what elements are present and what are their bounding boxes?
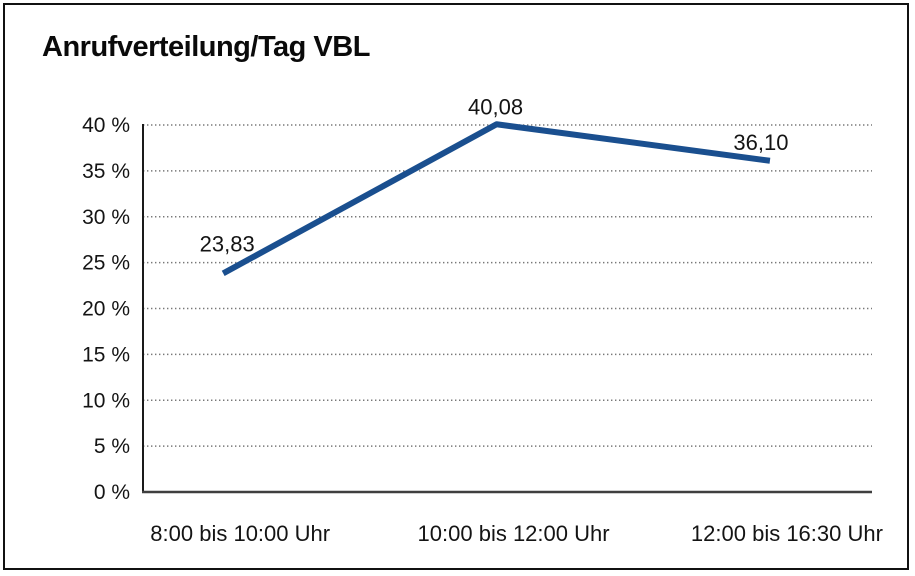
x-axis-category-label: 8:00 bis 10:00 Uhr — [150, 521, 330, 546]
data-point-label: 36,10 — [733, 130, 788, 155]
data-point-label: 40,08 — [468, 94, 523, 119]
y-axis-tick-label: 5 % — [94, 435, 130, 458]
x-axis-category-label: 10:00 bis 12:00 Uhr — [418, 521, 610, 546]
y-axis-tick-label: 15 % — [82, 343, 130, 366]
data-point-label: 23,83 — [200, 231, 255, 256]
y-axis-tick-label: 30 % — [82, 206, 130, 229]
y-axis-tick-label: 0 % — [94, 481, 130, 504]
y-axis-tick-label: 20 % — [82, 298, 130, 321]
chart-frame: Anrufverteilung/Tag VBL — [3, 3, 909, 570]
y-axis-tick-label: 35 % — [82, 160, 130, 183]
y-axis-tick-label: 10 % — [82, 389, 130, 412]
series-line — [221, 121, 771, 276]
chart-title: Anrufverteilung/Tag VBL — [42, 31, 370, 63]
x-axis-category-label: 12:00 bis 16:30 Uhr — [691, 521, 883, 546]
y-axis-tick-label: 40 % — [82, 114, 130, 137]
y-axis-tick-label: 25 % — [82, 252, 130, 275]
